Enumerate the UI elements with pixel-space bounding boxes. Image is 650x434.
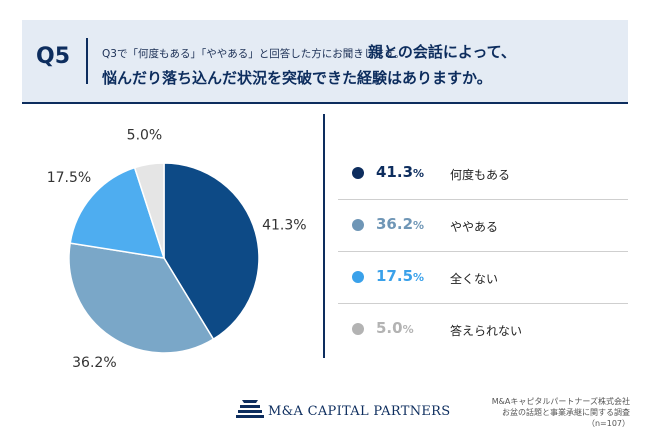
legend-value: 5.0% [376,319,414,337]
legend-row-2: 36.2% ややある [338,200,628,252]
header-divider [86,38,88,84]
sub-question-text: Q3で「何度もある」「ややある」と回答した方にお聞きします。 [102,48,405,60]
legend-value-number: 5.0 [376,319,403,337]
pie-label-4: 5.0% [127,128,163,144]
legend-value-number: 36.2 [376,215,414,233]
legend-value-number: 17.5 [376,267,414,285]
chart-divider [323,114,325,358]
legend-value-unit: % [413,219,425,232]
logo-text: M&A CAPITAL PARTNERS [268,404,451,419]
pie-label-3: 17.5% [47,170,91,186]
legend-label: ややある [450,220,499,234]
pie-slice-4 [133,162,165,259]
legend-dot-icon [352,271,364,283]
legend-label: 答えられない [450,324,523,338]
legend-label: 何度もある [450,168,511,182]
legend-dot-icon [352,323,364,335]
pie-slice-2 [68,242,215,354]
legend-value-unit: % [413,271,425,284]
legend: 41.3% 何度もある 36.2% ややある 17.5% 全くない 5.0% 答えられない [338,148,628,355]
legend-row-1: 41.3% 何度もある [338,148,628,200]
question-header: Q5 Q3で「何度もある」「ややある」と回答した方にお聞きします。 親との会話に… [22,20,628,104]
logo-mark-icon [236,400,264,418]
legend-value: 41.3% [376,163,424,181]
legend-value: 36.2% [376,215,424,233]
legend-value: 17.5% [376,267,424,285]
source-note: M&Aキャピタルパートナーズ株式会社 お盆の話題と事業承継に関する調査 （n=1… [492,396,630,429]
company-logo: M&A CAPITAL PARTNERS [236,400,450,422]
legend-dot-icon [352,219,364,231]
question-text-line2: 悩んだり落ち込んだ状況を突破できた経験はありますか。 [102,69,492,87]
pie-label-2: 36.2% [72,355,116,370]
pie-slice-1 [163,162,260,341]
source-sample-size: （n=107） [586,419,630,428]
legend-value-number: 41.3 [376,163,414,181]
legend-label: 全くない [450,272,499,286]
question-number: Q5 [36,44,71,69]
legend-dot-icon [352,167,364,179]
pie-label-1: 41.3% [262,217,306,233]
legend-value-unit: % [413,167,425,180]
pie-chart: 41.3% 36.2% 17.5% 5.0% [47,128,307,370]
pie-slice-3 [69,166,166,259]
legend-row-4: 5.0% 答えられない [338,304,628,355]
legend-row-3: 17.5% 全くない [338,252,628,304]
source-survey: お盆の話題と事業承継に関する調査 [502,408,630,417]
source-company: M&Aキャピタルパートナーズ株式会社 [491,397,630,406]
legend-value-unit: % [402,323,414,336]
question-text-line1: 親との会話によって、 [368,43,516,61]
